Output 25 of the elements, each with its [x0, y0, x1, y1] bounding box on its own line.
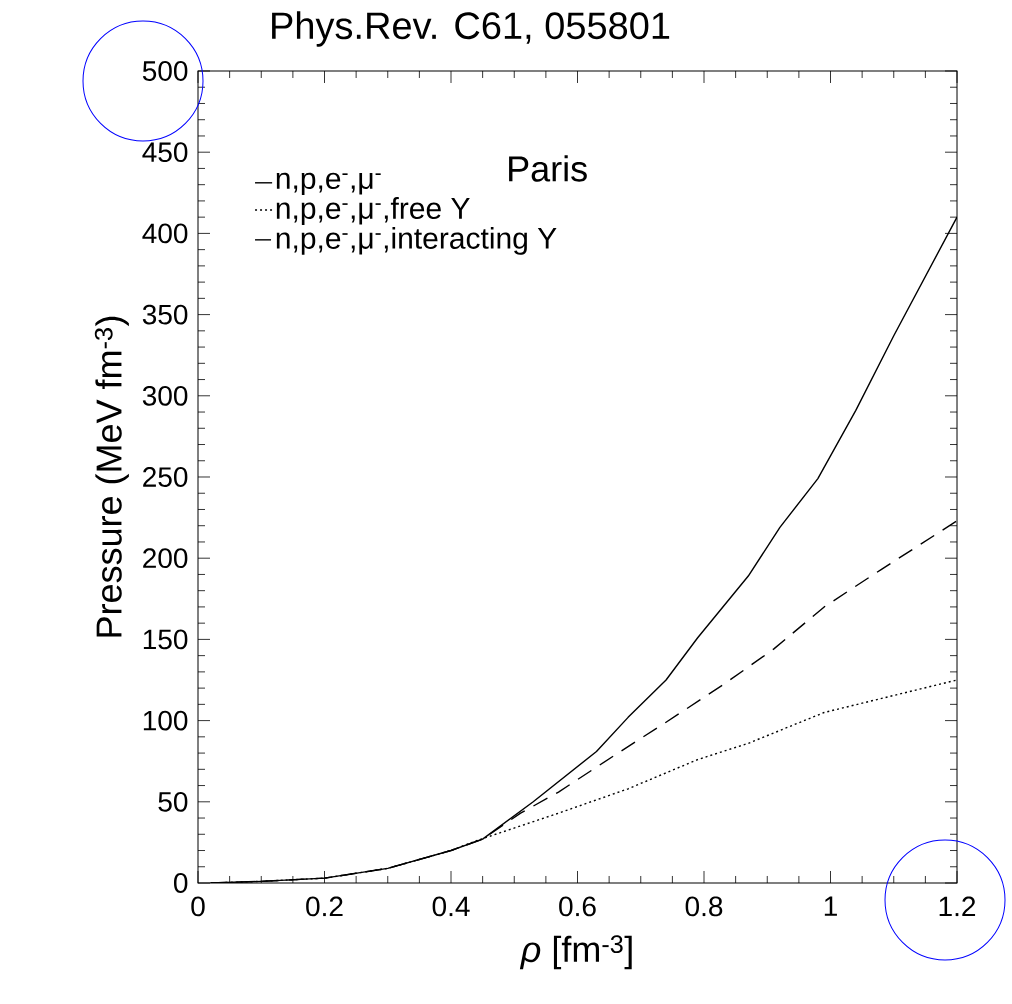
y-tick-label: 300 [142, 385, 188, 406]
y-tick-label: 400 [142, 223, 188, 244]
legend-label: n,p,e$^{-}$,μ$^{-}$,free Y [276, 196, 470, 225]
x-tick-label: 0 [191, 896, 205, 917]
x-tick-label: 0.8 [685, 896, 723, 917]
legend-label: n,p,e$^{-}$,μ$^{-}$ [276, 172, 381, 195]
chart-title: Phys.Rev. C61, 055801 [272, 11, 670, 47]
y-tick-label: 50 [158, 791, 188, 812]
y-tick-label: 250 [143, 467, 188, 487]
y-tick-label: 350 [142, 304, 188, 325]
y-axis-title: Pressure (MeV fm$^{-3}$) [94, 316, 129, 637]
x-tick-label: 1.2 [939, 896, 976, 917]
legend-label: n,p,e$^{-}$,μ$^{-}$,interacting Y [276, 226, 557, 255]
x-tick-label: 0.2 [306, 896, 343, 917]
y-tick-label: 150 [143, 629, 188, 650]
y-tick-label: 450 [142, 142, 188, 163]
y-tick-label: 500 [142, 61, 188, 81]
annotation: Paris [509, 155, 587, 182]
x-tick-label: 0.4 [432, 896, 470, 917]
y-tick-label: 100 [143, 710, 188, 731]
x-tick-label: 1 [824, 896, 837, 916]
x-axis-title: ρ [fm$^{-3}$] [519, 935, 632, 970]
y-tick-label: 200 [143, 548, 188, 569]
y-tick-label: 0 [173, 873, 188, 893]
x-tick-label: 0.6 [559, 896, 596, 917]
